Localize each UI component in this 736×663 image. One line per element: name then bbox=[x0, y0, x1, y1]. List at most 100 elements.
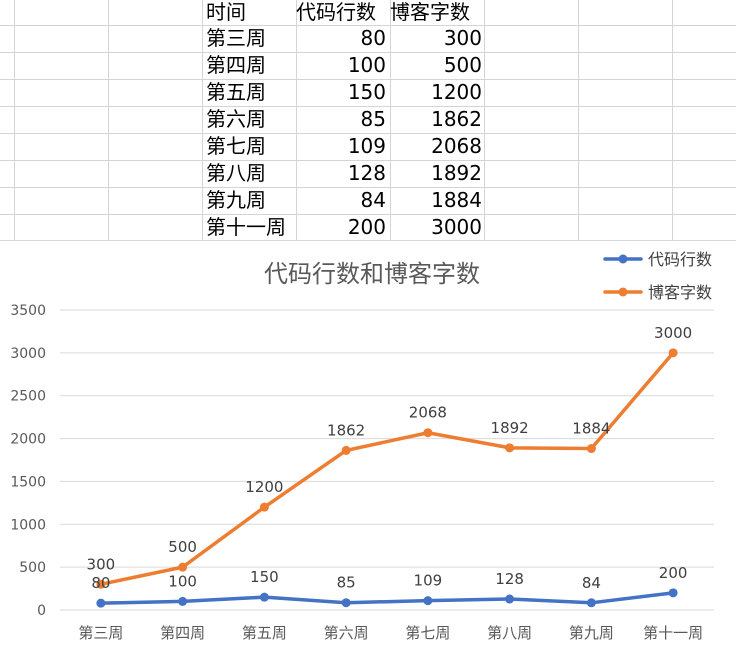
header-cell-code-lines[interactable]: 代码行数 bbox=[296, 0, 376, 24]
data-point bbox=[96, 579, 106, 589]
data-label: 300 bbox=[87, 555, 116, 573]
y-tick-label: 0 bbox=[37, 603, 46, 619]
sheet-col-line bbox=[14, 0, 15, 240]
row-label-cell[interactable]: 第六周 bbox=[206, 107, 266, 131]
row-label-cell[interactable]: 第五周 bbox=[206, 80, 266, 104]
header-cell-blog-words[interactable]: 博客字数 bbox=[390, 0, 470, 24]
code-lines-cell[interactable]: 109 bbox=[347, 134, 386, 158]
sheet-row-line bbox=[0, 160, 736, 161]
chart-object[interactable]: 代码行数和博客字数 0 500 1000 1500 2000 2500 3000 3500 第三周… bbox=[0, 240, 736, 659]
data-point bbox=[423, 596, 433, 606]
data-point bbox=[668, 348, 678, 358]
data-point bbox=[341, 598, 351, 608]
data-label: 1862 bbox=[327, 421, 365, 439]
x-tick-label: 第十一周 bbox=[643, 624, 703, 642]
data-label: 3000 bbox=[654, 324, 692, 342]
sheet-row-line bbox=[0, 187, 736, 188]
blog-words-cell[interactable]: 300 bbox=[443, 26, 482, 50]
y-tick-label: 3000 bbox=[10, 346, 46, 362]
blog-words-cell[interactable]: 1884 bbox=[431, 188, 482, 212]
row-label-cell[interactable]: 第四周 bbox=[206, 53, 266, 77]
data-point bbox=[586, 444, 596, 454]
line-chart: 代码行数和博客字数 0 500 1000 1500 2000 2500 3000 3500 第三周… bbox=[10, 250, 714, 642]
data-point bbox=[178, 562, 188, 572]
blog-words-cell[interactable]: 500 bbox=[443, 53, 482, 77]
sheet-col-line bbox=[108, 0, 109, 240]
data-point bbox=[259, 592, 269, 602]
legend-label: 博客字数 bbox=[648, 283, 712, 302]
y-tick-label: 2500 bbox=[10, 389, 46, 405]
sheet-col-line bbox=[672, 0, 673, 240]
y-tick-label: 1000 bbox=[10, 517, 46, 533]
x-tick-label: 第四周 bbox=[160, 624, 205, 642]
data-point bbox=[423, 428, 433, 438]
blog-words-cell[interactable]: 1892 bbox=[431, 161, 482, 185]
legend-marker bbox=[618, 254, 628, 264]
data-label: 500 bbox=[168, 538, 197, 556]
header-cell-time[interactable]: 时间 bbox=[206, 0, 246, 24]
sheet-row-line bbox=[0, 133, 736, 134]
data-label: 1200 bbox=[245, 478, 283, 496]
x-tick-label: 第三周 bbox=[78, 624, 123, 642]
blog-words-cell[interactable]: 2068 bbox=[431, 134, 482, 158]
y-tick-label: 2000 bbox=[10, 432, 46, 448]
data-label: 150 bbox=[250, 568, 279, 586]
y-tick-label: 3500 bbox=[10, 303, 46, 319]
sheet-col-line bbox=[390, 0, 391, 240]
x-tick-label: 第七周 bbox=[405, 624, 450, 642]
code-lines-cell[interactable]: 100 bbox=[347, 53, 386, 77]
data-point bbox=[505, 594, 515, 604]
sheet-row-line bbox=[0, 214, 736, 215]
y-tick-label: 1500 bbox=[10, 474, 46, 490]
x-tick-label: 第九周 bbox=[569, 624, 614, 642]
blog-words-cell[interactable]: 3000 bbox=[431, 215, 482, 239]
data-point bbox=[668, 588, 678, 598]
code-lines-cell[interactable]: 84 bbox=[360, 188, 386, 212]
sheet-col-line bbox=[202, 0, 203, 240]
data-point bbox=[341, 445, 351, 455]
row-label-cell[interactable]: 第十一周 bbox=[206, 215, 286, 239]
code-lines-cell[interactable]: 150 bbox=[347, 80, 386, 104]
blog-words-cell[interactable]: 1200 bbox=[431, 80, 482, 104]
chart-title: 代码行数和博客字数 bbox=[264, 260, 480, 288]
code-lines-cell[interactable]: 85 bbox=[360, 107, 386, 131]
data-label: 85 bbox=[337, 574, 356, 592]
data-point bbox=[178, 596, 188, 606]
sheet-col-line bbox=[296, 0, 297, 240]
sheet-col-line bbox=[578, 0, 579, 240]
data-label: 84 bbox=[582, 574, 601, 592]
data-point bbox=[96, 598, 106, 608]
data-label: 2068 bbox=[409, 404, 447, 422]
y-tick-label: 500 bbox=[19, 560, 46, 576]
x-tick-label: 第八周 bbox=[487, 624, 532, 642]
series-line bbox=[99, 351, 675, 587]
x-tick-label: 第六周 bbox=[324, 624, 369, 642]
sheet-row-line bbox=[0, 52, 736, 53]
legend-label: 代码行数 bbox=[648, 250, 712, 269]
sheet-col-line bbox=[484, 0, 485, 240]
sheet-row-line bbox=[0, 79, 736, 80]
data-label: 1884 bbox=[572, 420, 610, 438]
sheet-row-line bbox=[0, 25, 736, 26]
data-point bbox=[259, 502, 269, 512]
code-lines-cell[interactable]: 200 bbox=[347, 215, 386, 239]
data-label: 128 bbox=[495, 570, 524, 588]
data-label: 109 bbox=[414, 572, 443, 590]
row-label-cell[interactable]: 第九周 bbox=[206, 188, 266, 212]
code-lines-cell[interactable]: 128 bbox=[347, 161, 386, 185]
series-line bbox=[99, 591, 675, 605]
spreadsheet: 时间 代码行数 博客字数 第三周 80 300 第四周 100 500 第五周 … bbox=[0, 0, 736, 240]
data-label: 100 bbox=[168, 572, 197, 590]
code-lines-cell[interactable]: 80 bbox=[360, 26, 386, 50]
data-label: 200 bbox=[659, 564, 688, 582]
data-label: 80 bbox=[91, 574, 110, 592]
data-point bbox=[586, 598, 596, 608]
data-label: 1892 bbox=[491, 419, 529, 437]
row-label-cell[interactable]: 第七周 bbox=[206, 134, 266, 158]
x-tick-label: 第五周 bbox=[242, 624, 287, 642]
data-point bbox=[505, 443, 515, 453]
blog-words-cell[interactable]: 1862 bbox=[431, 107, 482, 131]
legend-marker bbox=[618, 287, 628, 297]
row-label-cell[interactable]: 第八周 bbox=[206, 161, 266, 185]
row-label-cell[interactable]: 第三周 bbox=[206, 26, 266, 50]
